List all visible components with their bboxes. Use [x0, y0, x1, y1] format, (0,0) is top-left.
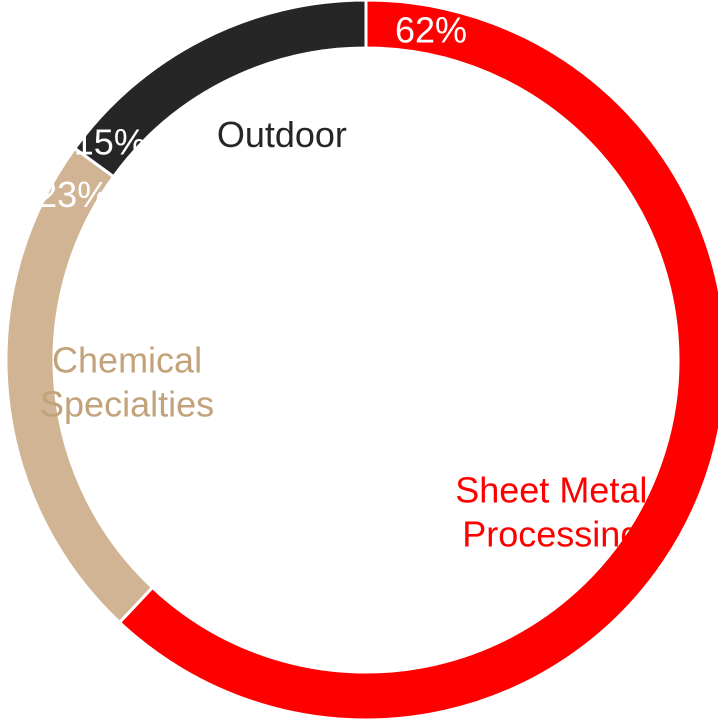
category-labels: Sheet Metal Processing Chemical Specialties…: [40, 114, 647, 554]
category-label-line: Processing: [462, 514, 640, 555]
value-label-chemical-specialties: 23%: [37, 174, 109, 215]
category-label-chemical-specialties: Chemical Specialties: [40, 340, 214, 425]
value-labels: 62% 23% 15%: [37, 9, 467, 215]
value-label-outdoor: 15%: [74, 122, 146, 163]
value-label-sheet-metal-processing: 62%: [395, 9, 467, 50]
category-label-outdoor: Outdoor: [217, 114, 347, 155]
category-label-line: Sheet Metal: [455, 470, 647, 511]
donut-slices: [4, 0, 718, 722]
category-label-line: Chemical: [52, 340, 202, 381]
slice-sheet-metal-processing: [117, 0, 718, 722]
category-label-line: Outdoor: [217, 114, 347, 155]
category-label-sheet-metal-processing: Sheet Metal Processing: [455, 470, 647, 555]
slice-outdoor: [72, 0, 368, 179]
category-label-line: Specialties: [40, 384, 214, 425]
